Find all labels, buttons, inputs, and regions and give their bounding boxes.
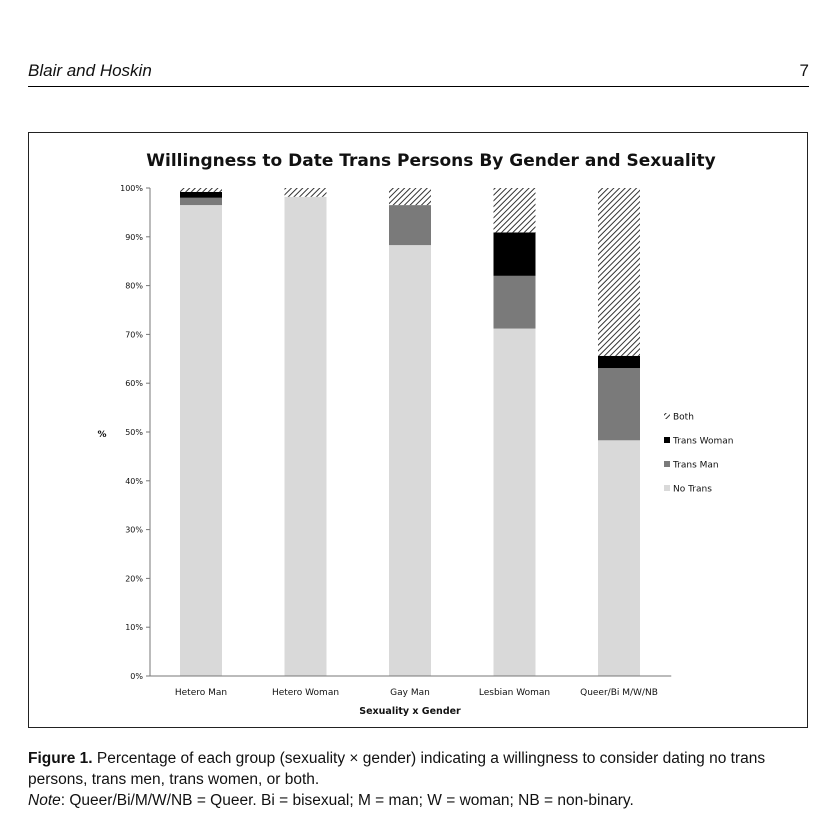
x-tick-label: Gay Man [390,688,430,698]
running-head-authors: Blair and Hoskin [28,61,152,80]
y-tick-label: 50% [125,428,143,437]
running-head: Blair and Hoskin 7 [28,60,809,87]
bar-segment [389,205,431,246]
chart-title: Willingness to Date Trans Persons By Gen… [146,151,715,171]
bar-segment [180,191,222,198]
bar-segment [180,205,222,676]
y-tick-label: 80% [125,282,143,291]
x-tick-label: Queer/Bi M/W/NB [580,688,658,698]
legend-label: Trans Man [672,461,719,471]
legend-swatch [664,485,670,491]
page-number: 7 [799,61,809,80]
y-tick-label: 70% [125,330,143,339]
y-tick-label: 90% [125,233,143,242]
y-tick-label: 100% [120,184,143,193]
legend-swatch [664,437,670,443]
bar-segment [493,232,536,276]
note-label: Note [28,792,61,809]
bar-segment [493,188,536,233]
y-tick-label: 20% [125,574,143,583]
bar-segment [389,188,431,206]
figure-label: Figure 1. [28,750,93,767]
bar-segment [284,196,327,676]
bar-segment [180,188,222,192]
bar-segment [493,275,536,329]
y-tick-label: 60% [125,379,143,388]
x-tick-label: Lesbian Woman [479,688,550,698]
x-axis-label: Sexuality x Gender [359,706,461,717]
legend-label: No Trans [673,485,712,495]
bar-segment [598,440,640,676]
bar-segment [389,245,431,676]
bar-segment [598,355,640,369]
bar-segment [493,328,536,676]
legend-label: Both [673,413,694,423]
y-tick-label: 10% [125,623,143,632]
stacked-bar-chart: Willingness to Date Trans Persons By Gen… [97,151,734,717]
note-text: : Queer/Bi/M/W/NB = Queer. Bi = bisexual… [60,792,634,809]
y-tick-label: 40% [125,477,143,486]
y-axis-label: % [97,430,106,440]
bar-segment [598,188,640,356]
legend-swatch [664,413,670,419]
legend-swatch [664,461,670,467]
bar-segment [598,368,640,441]
x-tick-label: Hetero Man [175,688,227,698]
y-tick-label: 0% [130,672,143,681]
bar-segment [180,197,222,206]
caption-text: Percentage of each group (sexuality × ge… [28,750,766,788]
x-tick-label: Hetero Woman [272,688,339,698]
y-tick-label: 30% [125,526,143,535]
figure-caption: Figure 1. Percentage of each group (sexu… [28,748,813,811]
legend-label: Trans Woman [672,437,734,447]
bar-segment [284,188,327,197]
figure-box: Willingness to Date Trans Persons By Gen… [28,132,808,728]
